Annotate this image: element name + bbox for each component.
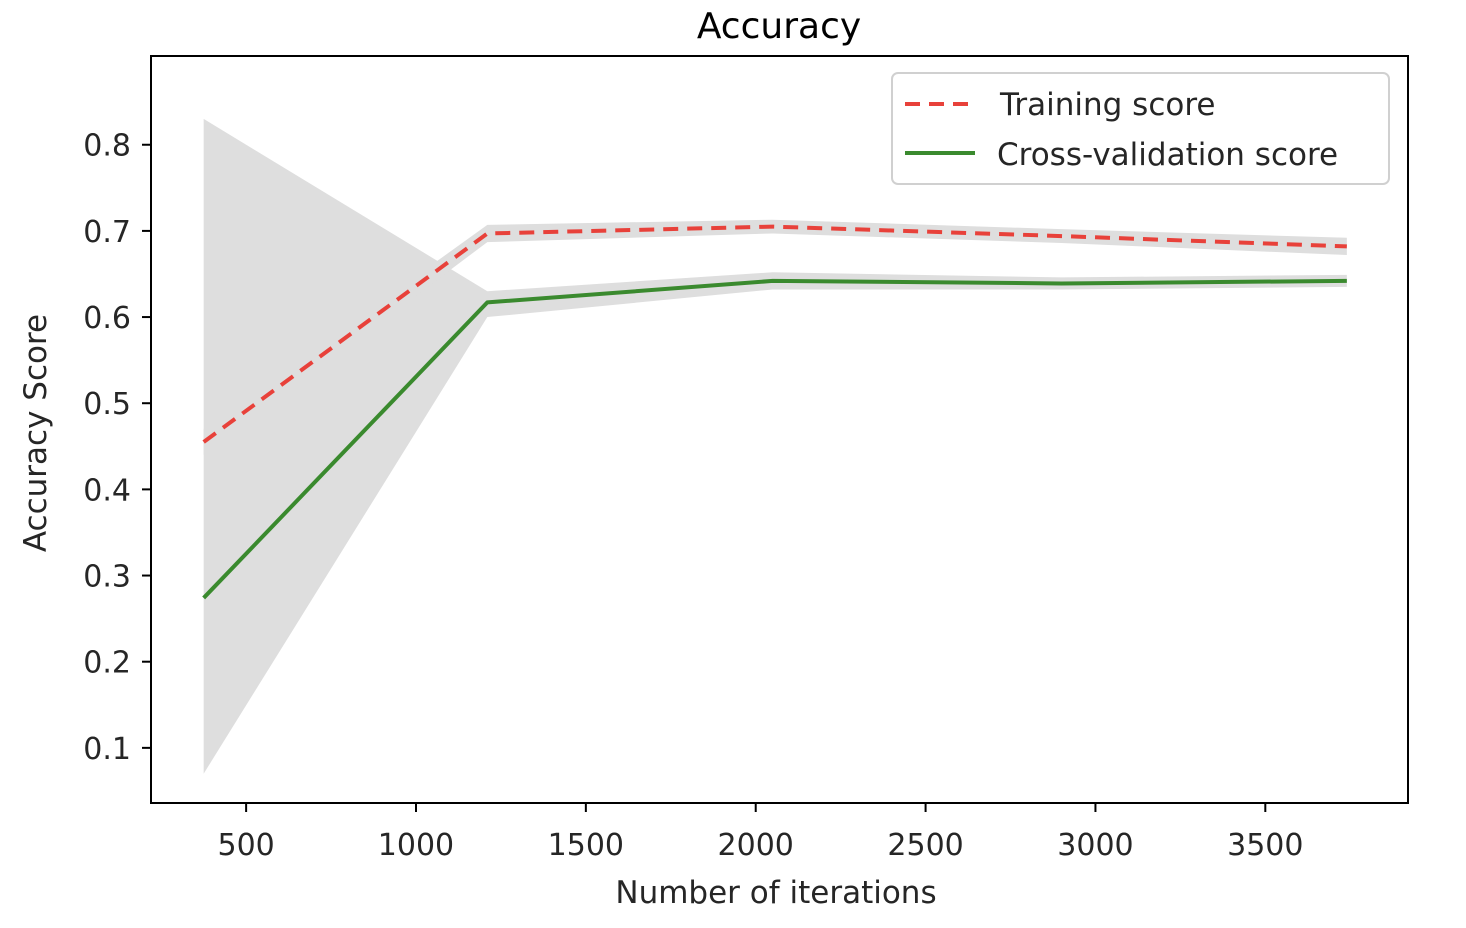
- x-axis-ticks: 500 1000 1500 2000 2500 3000 3500: [217, 803, 1303, 863]
- legend-box: [891, 72, 1390, 185]
- series-lines: [202, 224, 1347, 600]
- y-tick-label: 0.4: [83, 473, 131, 508]
- x-tick-label: 500: [217, 828, 274, 863]
- x-tick-label: 3500: [1227, 828, 1303, 863]
- y-tick-label: 0.7: [83, 215, 131, 250]
- legend-label-cross-validation: Cross-validation score: [997, 137, 1338, 173]
- x-tick-label: 1500: [548, 828, 624, 863]
- legend: Training score Cross-validation score: [891, 72, 1390, 185]
- legend-label-training: Training score: [999, 87, 1215, 123]
- y-tick-label: 0.6: [83, 301, 131, 336]
- x-axis-label: Number of iterations: [615, 875, 936, 911]
- x-tick-label: 2000: [718, 828, 794, 863]
- y-axis-label: Accuracy Score: [18, 314, 54, 552]
- x-tick-label: 2500: [887, 828, 963, 863]
- x-tick-label: 1000: [378, 828, 454, 863]
- x-tick-label: 3000: [1057, 828, 1133, 863]
- y-tick-label: 0.3: [83, 560, 131, 595]
- chart-title: Accuracy: [697, 6, 861, 47]
- y-tick-label: 0.1: [83, 732, 131, 767]
- confidence-bands: [203, 118, 1347, 774]
- y-tick-label: 0.2: [83, 646, 131, 681]
- y-tick-label: 0.8: [83, 129, 131, 164]
- training-score-band: [203, 219, 1347, 455]
- cross-validation-score-band: [203, 118, 1347, 774]
- y-axis-ticks: 0.1 0.2 0.3 0.4 0.5 0.6 0.7 0.8: [83, 129, 151, 767]
- y-tick-label: 0.5: [83, 387, 131, 422]
- plot-frame: [150, 55, 1409, 804]
